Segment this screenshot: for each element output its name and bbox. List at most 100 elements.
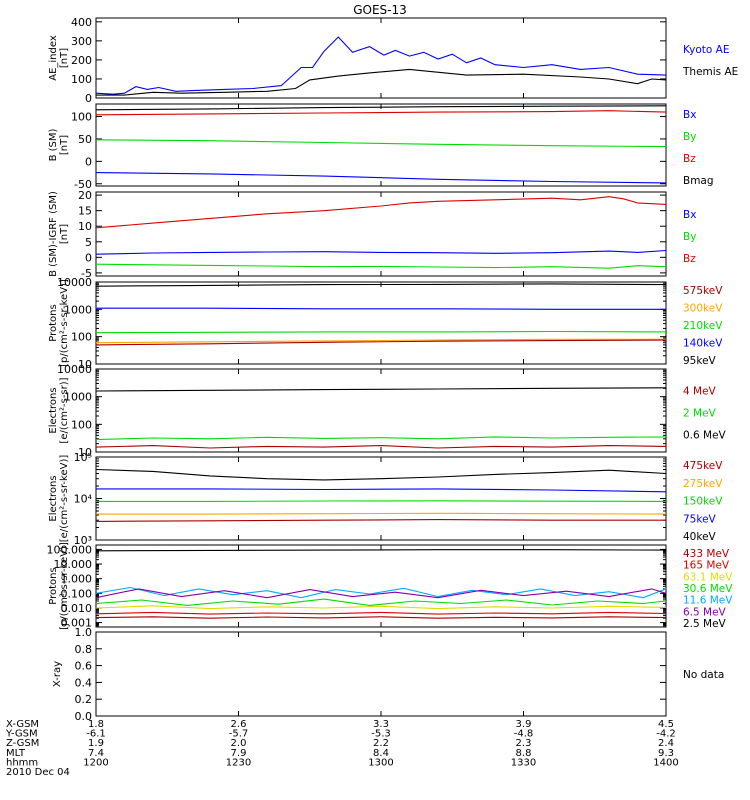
y-tick-label: 0.100 bbox=[61, 587, 93, 600]
y-axis-label: B (SM)-IGRF (SM) bbox=[48, 191, 59, 277]
y-tick-label: 0.0 bbox=[75, 710, 93, 723]
y-tick-label: 10000 bbox=[57, 363, 92, 376]
y-tick-label: 10⁵ bbox=[74, 451, 92, 464]
y-axis-label: [p/(cm²-s-sr-keV)] bbox=[59, 279, 70, 367]
y-tick-label: 20 bbox=[78, 189, 92, 202]
y-axis-label: [nT] bbox=[59, 48, 70, 68]
y-tick-label: 0 bbox=[85, 155, 92, 168]
legend-label: 63.1 MeV bbox=[683, 571, 733, 583]
series-line-30-6-mev bbox=[96, 598, 666, 606]
y-tick-label: 0.6 bbox=[75, 660, 93, 673]
y-tick-label: 50 bbox=[78, 133, 92, 146]
legend-label: 0.6 MeV bbox=[683, 430, 727, 442]
series-line-0-6-mev bbox=[96, 387, 666, 392]
y-tick-label: -50 bbox=[74, 178, 92, 191]
panel-electrons-mev: 10 100 1000 10000 Electrons [e/(cm²-s-sr)] 4 M… bbox=[48, 363, 727, 459]
x-row-value: 2.4 bbox=[658, 738, 674, 749]
y-axis-label: Protons bbox=[48, 304, 59, 341]
legend-label: 140keV bbox=[683, 338, 723, 350]
x-row-label: MLT bbox=[6, 748, 26, 759]
legend-label: 475keV bbox=[683, 460, 723, 472]
series-line-bx bbox=[96, 172, 666, 184]
panel-ae: 0 100 200 300 400 AE_index [nT] Kyoto AE Themis … bbox=[48, 16, 738, 105]
y-tick-label: 10000 bbox=[57, 276, 92, 289]
series-line-by bbox=[96, 139, 666, 148]
no-data-note: No data bbox=[683, 669, 724, 681]
legend-label: 30.6 MeV bbox=[683, 583, 733, 595]
y-tick-label: 10 bbox=[78, 220, 92, 233]
x-row-value: 8.4 bbox=[373, 748, 389, 759]
y-axis-label: Electrons bbox=[48, 475, 59, 521]
y-tick-label: 10⁴ bbox=[74, 493, 93, 506]
x-row-value: 1200 bbox=[83, 757, 108, 768]
legend-label: 4 MeV bbox=[683, 386, 717, 398]
x-row-value: 1.9 bbox=[88, 738, 104, 749]
x-row-value: 2.3 bbox=[516, 738, 532, 749]
y-tick-label: -5 bbox=[81, 267, 92, 280]
y-tick-label: 1000 bbox=[64, 391, 92, 404]
legend-label: 165 MeV bbox=[683, 560, 730, 572]
x-row-value: 2.6 bbox=[231, 719, 247, 730]
series-line-150kev bbox=[96, 500, 666, 502]
series-line-63-1-mev bbox=[96, 605, 666, 610]
y-tick-label: 1000 bbox=[64, 303, 92, 316]
x-row-value: 9.3 bbox=[658, 748, 674, 759]
legend-label: 2.5 MeV bbox=[683, 618, 727, 630]
legend-label: 75keV bbox=[683, 513, 717, 525]
y-tick-label: 10 bbox=[78, 446, 92, 459]
y-tick-label: 10³ bbox=[74, 534, 92, 547]
series-line-kyoto-ae bbox=[96, 36, 666, 95]
y-tick-label: 100 bbox=[71, 331, 92, 344]
y-axis-label: [nT] bbox=[59, 224, 70, 244]
y-axis-label: B (SM) bbox=[48, 128, 59, 161]
legend-label: 210keV bbox=[683, 320, 723, 332]
legend-label: 300keV bbox=[683, 303, 723, 315]
y-axis-label: [e/(cm²-s-sr-keV)] bbox=[59, 455, 70, 543]
y-tick-label: 1.0 bbox=[75, 626, 93, 639]
y-axis-label: [e/(cm²-s-sr)] bbox=[59, 377, 70, 443]
x-row-value: 3.3 bbox=[373, 719, 389, 730]
x-row-value: 1330 bbox=[511, 757, 536, 768]
x-row-value: 7.4 bbox=[88, 748, 104, 759]
x-row-value: 2.0 bbox=[231, 738, 247, 749]
panel-bigrf: -5 0 5 10 15 20 B (SM)-IGRF (SM) [nT] Bx By Bz bbox=[48, 189, 696, 280]
y-tick-label: 10 bbox=[78, 358, 92, 371]
x-row-label: X-GSM bbox=[6, 719, 39, 730]
x-row-value: -4.2 bbox=[656, 729, 676, 740]
y-tick-label: 0 bbox=[85, 92, 92, 105]
legend-label: Bz bbox=[683, 253, 696, 265]
series-line-bx bbox=[96, 249, 666, 255]
y-tick-label: 100.000 bbox=[47, 543, 93, 556]
y-tick-label: 1.000 bbox=[61, 573, 93, 586]
x-row-value: -6.1 bbox=[86, 729, 106, 740]
series-line-165-mev bbox=[96, 611, 666, 615]
legend-label: 40keV bbox=[683, 531, 717, 543]
y-tick-label: 100 bbox=[71, 73, 92, 86]
x-row-value: -5.7 bbox=[229, 729, 249, 740]
y-tick-label: 0.010 bbox=[61, 602, 93, 615]
legend-label: By bbox=[683, 231, 696, 243]
y-tick-label: 200 bbox=[71, 54, 92, 67]
y-axis-label: Electrons bbox=[48, 387, 59, 433]
series-line-433-mev bbox=[96, 616, 666, 619]
legend-label: Bx bbox=[683, 109, 696, 121]
series-line-300kev bbox=[96, 338, 666, 344]
y-tick-label: 400 bbox=[71, 16, 92, 29]
y-tick-label: 0 bbox=[85, 251, 92, 264]
y-tick-label: 0.001 bbox=[61, 617, 93, 630]
panel-bsm: -50 0 50 100 B (SM) [nT] Bx By Bz Bmag bbox=[48, 103, 714, 191]
series-line-bmag bbox=[96, 105, 666, 111]
series-line-75kev bbox=[96, 488, 666, 493]
y-tick-label: 0.2 bbox=[75, 693, 93, 706]
x-row-value: 1.8 bbox=[88, 719, 104, 730]
x-row-value: 3.9 bbox=[516, 719, 532, 730]
y-tick-label: 300 bbox=[71, 35, 92, 48]
y-tick-label: 100 bbox=[71, 418, 92, 431]
panel-xray: 0.0 0.2 0.4 0.6 0.8 1.0 X-ray No data bbox=[52, 626, 724, 723]
y-tick-label: 0.4 bbox=[75, 676, 93, 689]
legend-label: Bmag bbox=[683, 175, 714, 187]
x-row-value: 1400 bbox=[653, 757, 678, 768]
